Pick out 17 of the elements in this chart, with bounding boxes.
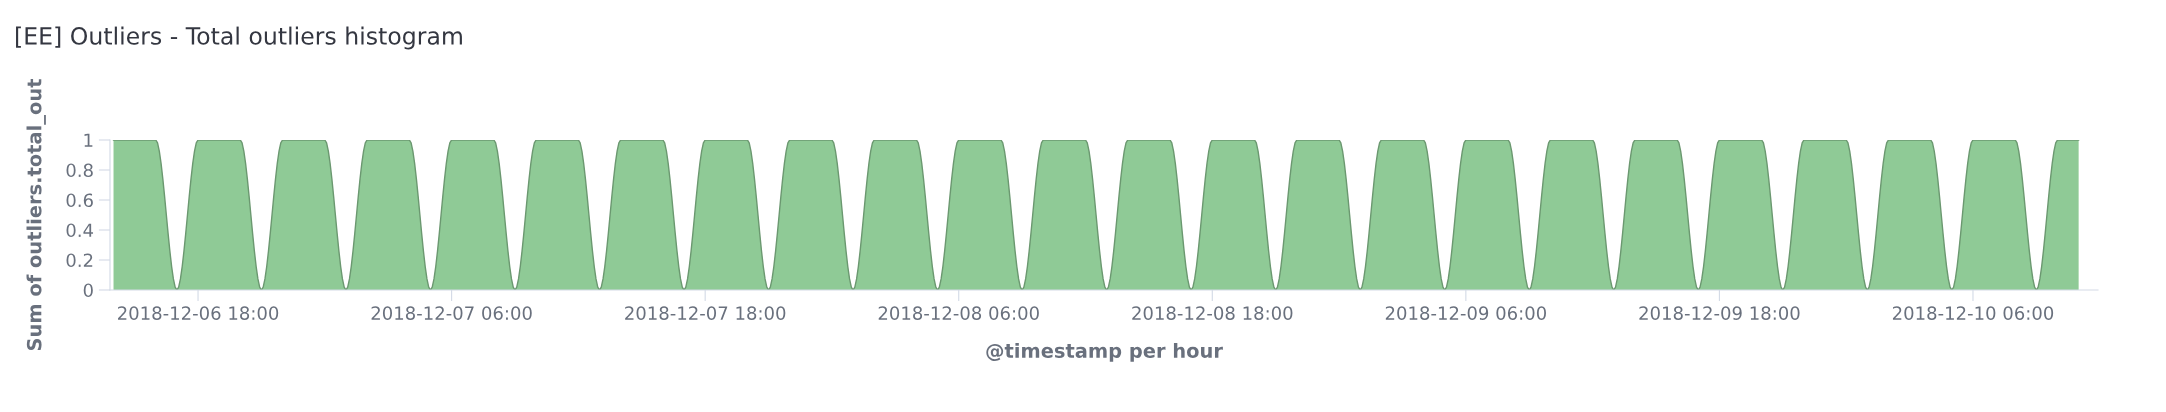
y-tick-label: 0.8 bbox=[66, 163, 93, 178]
x-tick-label: 2018-12-08 18:00 bbox=[1132, 306, 1293, 320]
x-tick-label: 2018-12-09 06:00 bbox=[1385, 306, 1547, 320]
y-tick-label: 1 bbox=[84, 133, 93, 147]
x-axis-title: @timestamp per hour bbox=[986, 342, 1223, 362]
y-axis-title: Sum of outliers.total_out bbox=[26, 78, 46, 351]
x-tick-label: 2018-12-08 06:00 bbox=[878, 306, 1039, 320]
x-tick-label: 2018-12-07 06:00 bbox=[371, 306, 532, 320]
x-tick-label: 2018-12-07 18:00 bbox=[625, 306, 786, 320]
y-tick-label: 0.6 bbox=[66, 193, 93, 208]
y-tick-label: 0.2 bbox=[66, 253, 93, 268]
y-tick-label: 0 bbox=[83, 283, 93, 298]
x-tick-label: 2018-12-09 18:00 bbox=[1639, 306, 1800, 320]
x-tick-label: 2018-12-10 06:00 bbox=[1892, 306, 2054, 320]
y-tick-label: 0.4 bbox=[66, 223, 94, 238]
chart-title: [EE] Outliers - Total outliers histogram bbox=[16, 26, 462, 50]
x-tick-label: 2018-12-06 18:00 bbox=[118, 306, 279, 320]
